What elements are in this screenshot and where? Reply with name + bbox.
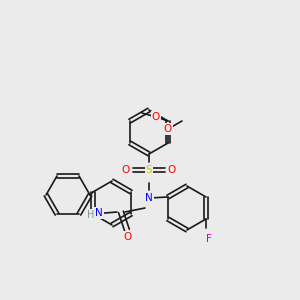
Text: F: F xyxy=(206,234,212,244)
Text: H: H xyxy=(87,210,94,220)
Text: N: N xyxy=(95,208,103,218)
Text: O: O xyxy=(168,165,176,175)
Text: O: O xyxy=(122,165,130,175)
Text: O: O xyxy=(152,112,160,122)
Text: O: O xyxy=(164,124,172,134)
Text: S: S xyxy=(146,165,152,175)
Text: O: O xyxy=(124,232,132,242)
Text: N: N xyxy=(145,193,153,203)
